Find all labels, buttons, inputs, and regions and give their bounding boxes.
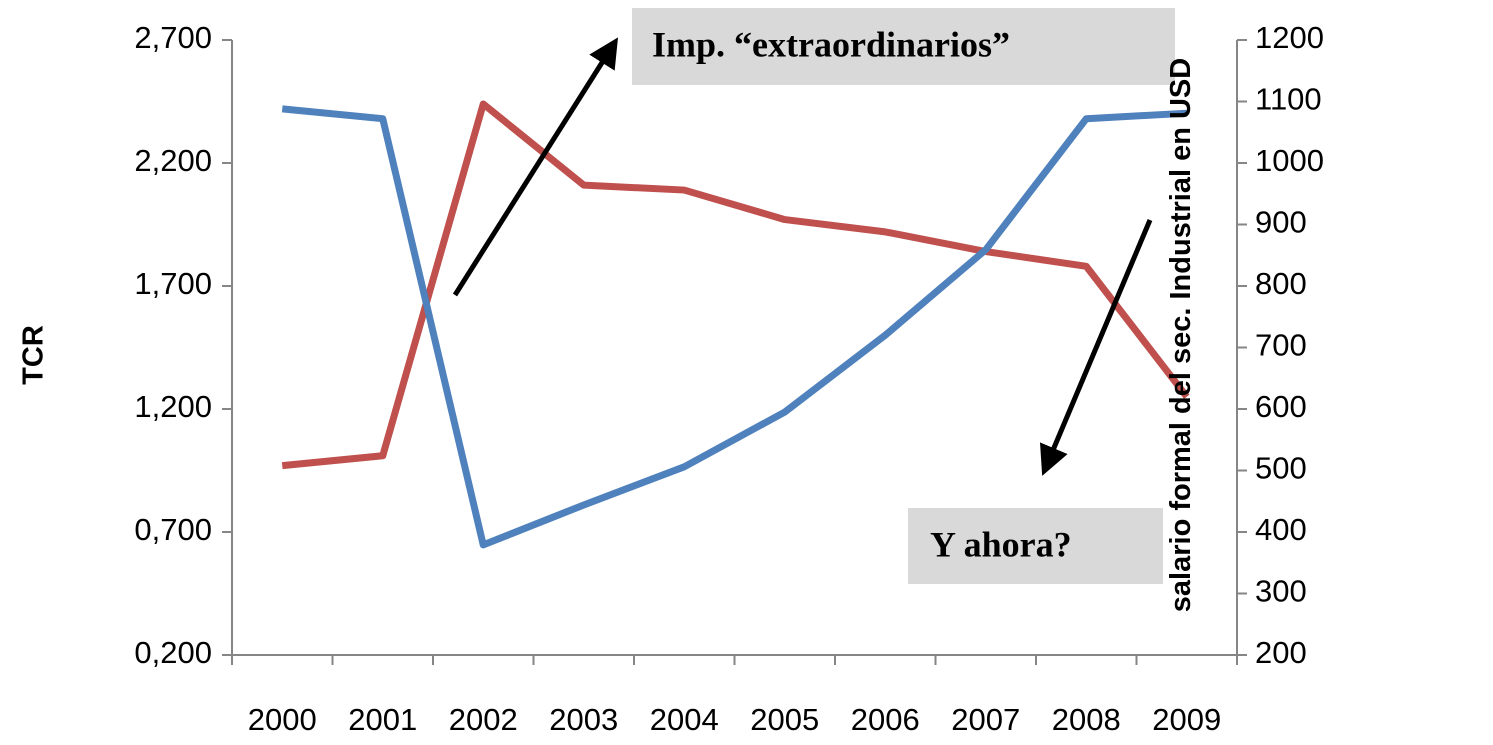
- x-tick-label: 2000: [248, 702, 317, 737]
- arrow: [1040, 219, 1153, 476]
- y-axis-title: TCR: [18, 325, 50, 385]
- y2-tick-label: 900: [1255, 205, 1307, 240]
- y-tick-label: 1,200: [134, 389, 212, 424]
- y2-tick-label: 700: [1255, 328, 1307, 363]
- annotation-box: [908, 508, 1163, 584]
- annotation: Imp. “extraordinarios”: [652, 24, 1010, 64]
- x-tick-label: 2004: [650, 702, 719, 737]
- y-tick-label: 0,700: [134, 512, 212, 547]
- annotation: Y ahora?: [930, 524, 1072, 564]
- line-series: [281, 100, 1190, 470]
- y-tick-label: 1,700: [134, 266, 212, 301]
- y2-axis-title: salario formal del sec. Industrial en US…: [1165, 57, 1197, 613]
- y2-tick-label: 600: [1255, 389, 1307, 424]
- y2-tick-label: 1000: [1255, 143, 1324, 178]
- y2-tick-label: 300: [1255, 574, 1307, 609]
- x-tick-label: 2003: [549, 702, 618, 737]
- line-series: [281, 105, 1187, 549]
- x-tick-label: 2008: [1052, 702, 1121, 737]
- y2-tick-label: 200: [1255, 635, 1307, 670]
- y-tick-label: 0,200: [134, 635, 212, 670]
- x-tick-label: 2009: [1152, 702, 1221, 737]
- y-tick-label: 2,200: [134, 143, 212, 178]
- x-tick-label: 2001: [348, 702, 417, 737]
- y2-tick-label: 1100: [1255, 82, 1322, 117]
- x-tick-label: 2005: [750, 702, 819, 737]
- arrow: [452, 37, 619, 297]
- y2-tick-label: 500: [1255, 451, 1307, 486]
- x-tick-label: 2006: [851, 702, 920, 737]
- y-tick-label: 2,700: [134, 20, 212, 55]
- y2-tick-label: 800: [1255, 266, 1307, 301]
- x-tick-label: 2002: [449, 702, 518, 737]
- x-tick-label: 2007: [951, 702, 1020, 737]
- y2-tick-label: 400: [1255, 512, 1307, 547]
- annotation-box: [632, 8, 1175, 85]
- y2-tick-label: 1200: [1255, 20, 1324, 55]
